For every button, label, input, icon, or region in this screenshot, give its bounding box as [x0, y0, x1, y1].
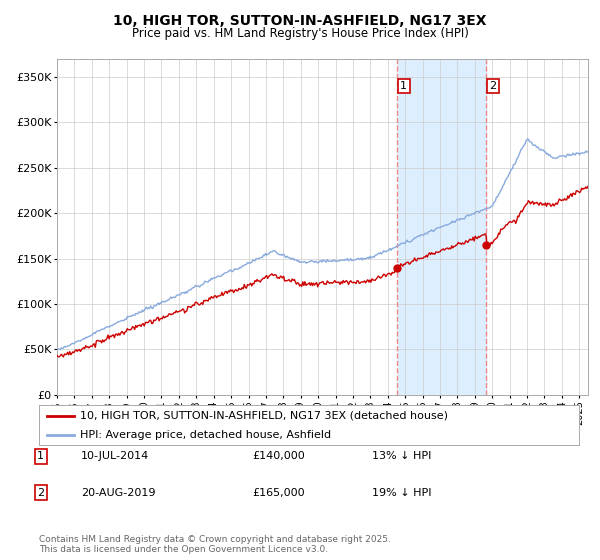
- Text: 10, HIGH TOR, SUTTON-IN-ASHFIELD, NG17 3EX: 10, HIGH TOR, SUTTON-IN-ASHFIELD, NG17 3…: [113, 14, 487, 28]
- Text: £165,000: £165,000: [252, 488, 305, 498]
- Text: 1: 1: [400, 81, 407, 91]
- Text: 1: 1: [37, 451, 44, 461]
- Text: 20-AUG-2019: 20-AUG-2019: [81, 488, 155, 498]
- Text: 10, HIGH TOR, SUTTON-IN-ASHFIELD, NG17 3EX (detached house): 10, HIGH TOR, SUTTON-IN-ASHFIELD, NG17 3…: [79, 411, 448, 421]
- Text: 2: 2: [490, 81, 497, 91]
- Text: Price paid vs. HM Land Registry's House Price Index (HPI): Price paid vs. HM Land Registry's House …: [131, 27, 469, 40]
- Text: 19% ↓ HPI: 19% ↓ HPI: [372, 488, 431, 498]
- Text: 10-JUL-2014: 10-JUL-2014: [81, 451, 149, 461]
- Text: Contains HM Land Registry data © Crown copyright and database right 2025.
This d: Contains HM Land Registry data © Crown c…: [39, 535, 391, 554]
- Text: HPI: Average price, detached house, Ashfield: HPI: Average price, detached house, Ashf…: [79, 430, 331, 440]
- Text: 13% ↓ HPI: 13% ↓ HPI: [372, 451, 431, 461]
- Text: £140,000: £140,000: [252, 451, 305, 461]
- Text: 2: 2: [37, 488, 44, 498]
